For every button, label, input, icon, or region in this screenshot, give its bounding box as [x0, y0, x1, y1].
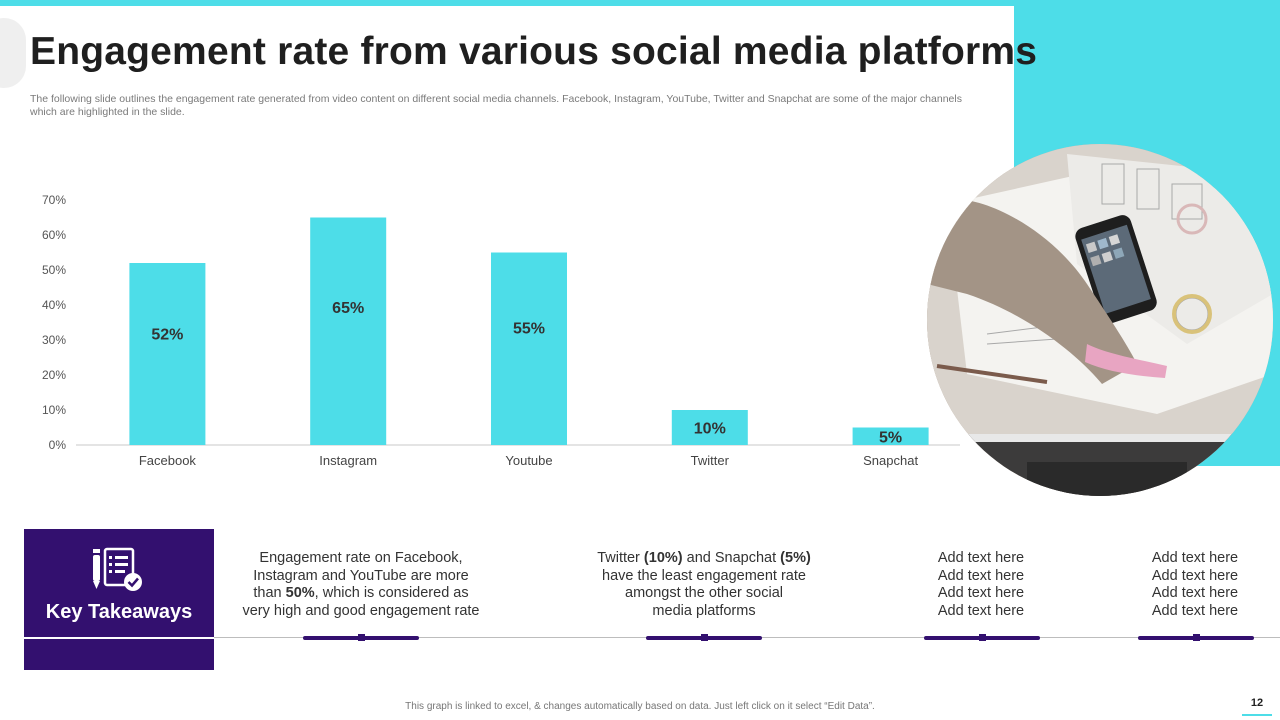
timeline-dot: [1193, 634, 1200, 641]
takeaway-1-line: very high and good engagement rate: [242, 602, 480, 619]
takeaway-1-line: than 50%, which is considered as: [231, 585, 491, 603]
page-title: Engagement rate from various social medi…: [30, 30, 1038, 73]
y-axis: 0% 10% 20% 30% 40% 50% 60% 70%: [42, 193, 66, 452]
engagement-bar-chart: 0% 10% 20% 30% 40% 50% 60% 70% 52% Facebook 65% In…: [42, 193, 960, 468]
takeaway-1-line: Instagram and YouTube are more: [253, 567, 469, 584]
y-tick-label: 50%: [42, 263, 66, 277]
y-tick-label: 20%: [42, 368, 66, 382]
key-takeaways-title: Key Takeaways: [45, 601, 193, 623]
data-label: 5%: [879, 429, 902, 446]
bar-snapchat: [852, 427, 929, 445]
key-takeaways-box: Key Takeaways: [24, 529, 214, 670]
desk-photo-illustration: [927, 144, 1273, 496]
takeaway-4-line: Add text here: [1151, 567, 1239, 584]
takeaway-text-3: Add text here Add text here Add text her…: [901, 550, 1061, 620]
timeline-dot: [358, 634, 365, 641]
text-run-bold: (10%): [643, 550, 683, 566]
checklist-icon: [91, 547, 145, 598]
timeline-dot: [701, 634, 708, 641]
page-number-underline: [1242, 714, 1272, 716]
takeaway-text-1: Engagement rate on Facebook, Instagram a…: [231, 550, 491, 620]
takeaway-3-line: Add text here: [937, 602, 1025, 619]
text-run-bold: 50%: [285, 585, 315, 601]
x-tick-label: Youtube: [505, 453, 552, 468]
takeaway-text-4: Add text here Add text here Add text her…: [1115, 550, 1275, 620]
y-tick-label: 10%: [42, 403, 66, 417]
key-takeaways-underline: [24, 637, 214, 639]
bar-facebook: [129, 263, 206, 445]
top-accent-strip: [0, 0, 1280, 6]
takeaway-2-line: media platforms: [652, 602, 756, 619]
bar-series: 52% Facebook 65% Instagram 55% Youtube 10% Twit…: [129, 217, 929, 468]
text-run: and Snapchat: [682, 550, 781, 566]
page-subtitle: The following slide outlines the engagem…: [30, 93, 962, 118]
text-run: than: [253, 585, 286, 601]
y-tick-label: 30%: [42, 333, 66, 347]
takeaway-4-line: Add text here: [1151, 585, 1239, 601]
bar-instagram: [310, 217, 387, 445]
side-tab-decoration: [0, 18, 26, 88]
takeaway-3-line: Add text here: [937, 567, 1025, 584]
takeaway-3-line: Add text here: [937, 550, 1025, 566]
takeaway-2-line: Twitter (10%) and Snapchat (5%): [574, 550, 834, 568]
y-tick-label: 60%: [42, 228, 66, 242]
page-number: 12: [1250, 697, 1264, 709]
y-tick-label: 70%: [42, 193, 66, 207]
takeaway-1-line: Engagement rate on Facebook,: [259, 550, 463, 566]
data-label: 55%: [513, 320, 545, 337]
data-label: 65%: [332, 300, 364, 317]
takeaway-4-line: Add text here: [1151, 602, 1239, 619]
x-tick-label: Twitter: [691, 453, 730, 468]
footer-note: This graph is linked to excel, & changes…: [405, 701, 875, 712]
timeline-dot: [979, 634, 986, 641]
takeaway-text-2: Twitter (10%) and Snapchat (5%) have the…: [574, 550, 834, 620]
takeaway-4-line: Add text here: [1151, 550, 1239, 566]
takeaway-2-line: have the least engagement rate: [602, 567, 806, 584]
text-run: , which is considered as: [314, 585, 469, 601]
takeaway-2-line: amongst the other social: [625, 585, 783, 601]
takeaway-3-line: Add text here: [937, 585, 1025, 601]
x-tick-label: Snapchat: [863, 453, 918, 468]
bar-youtube: [491, 252, 567, 445]
text-run-bold: (5%): [780, 550, 811, 566]
x-tick-label: Facebook: [139, 453, 197, 468]
x-tick-label: Instagram: [319, 453, 377, 468]
data-label: 52%: [151, 326, 183, 343]
y-tick-label: 40%: [42, 298, 66, 312]
y-tick-label: 0%: [49, 438, 67, 452]
data-label: 10%: [694, 421, 726, 438]
bar-twitter: [671, 410, 748, 445]
text-run: Twitter: [597, 550, 644, 566]
desk-photo: [927, 144, 1273, 496]
